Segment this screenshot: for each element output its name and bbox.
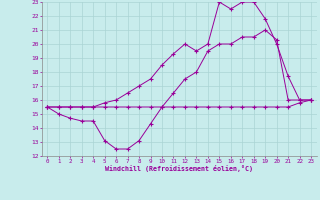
X-axis label: Windchill (Refroidissement éolien,°C): Windchill (Refroidissement éolien,°C)	[105, 165, 253, 172]
